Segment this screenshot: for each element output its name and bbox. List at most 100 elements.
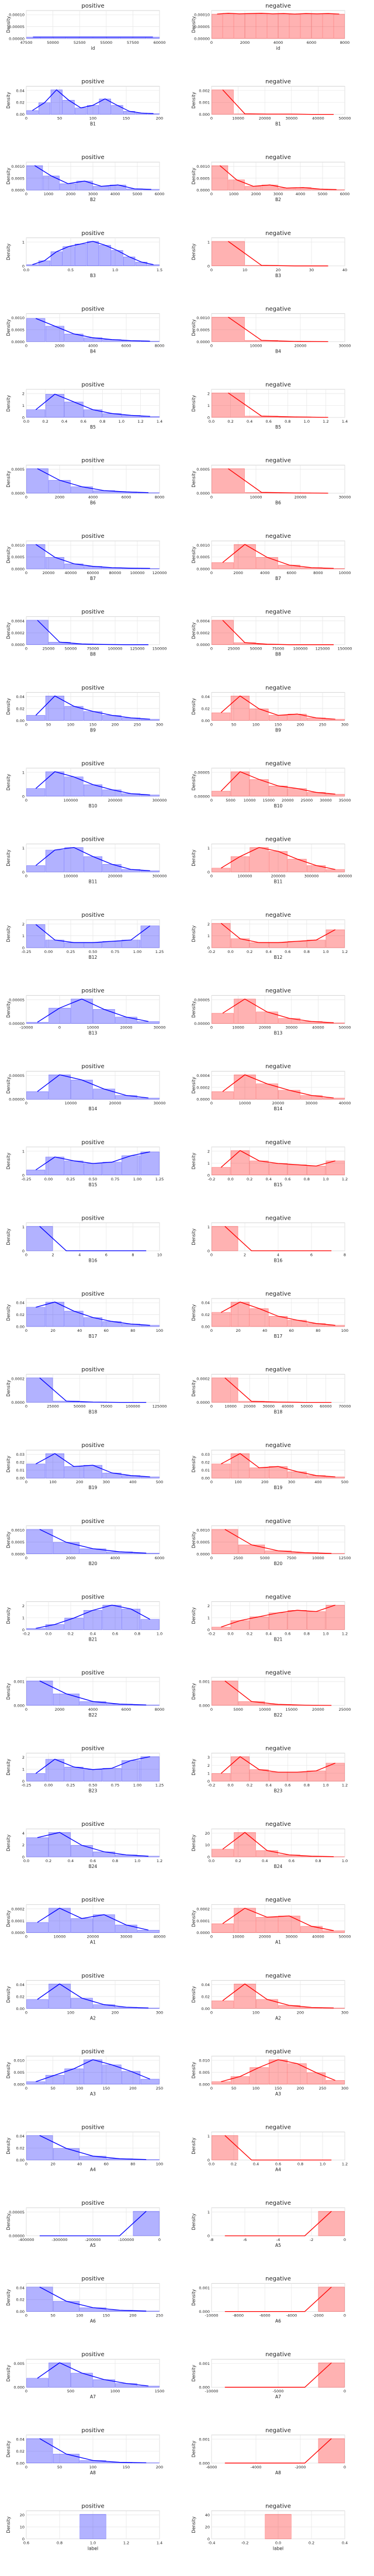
x-axis-label: B20 bbox=[274, 1561, 283, 1566]
x-tick-label: 0.0 bbox=[227, 1783, 233, 1788]
x-axis-label: B4 bbox=[275, 348, 281, 354]
histogram-bar bbox=[50, 251, 63, 267]
chart-panel-negative-b21: negative -0.2 0.0 0.2 0.4 0.6 0.8 1.0 1.2 0 1 2 B21 D… bbox=[191, 1594, 348, 1642]
y-tick-label: 0.00000 bbox=[194, 794, 210, 799]
kde-line bbox=[35, 1756, 150, 1774]
x-tick-label: 0 bbox=[210, 1328, 213, 1333]
kde-line bbox=[35, 771, 150, 796]
kde-line bbox=[220, 1756, 335, 1774]
histogram-bar bbox=[26, 1628, 46, 1630]
panel-title: negative bbox=[265, 912, 291, 918]
x-tick-label: 0 bbox=[25, 343, 27, 348]
x-tick-label: 0 bbox=[210, 1404, 213, 1409]
y-tick-label: 1 bbox=[22, 1767, 25, 1772]
y-axis-label: Density bbox=[191, 1759, 196, 1776]
x-tick-label: 0.4 bbox=[68, 1859, 74, 1863]
x-axis-label: B9 bbox=[90, 727, 96, 733]
x-tick-label: 100000 bbox=[238, 873, 252, 878]
histogram-bar bbox=[83, 1465, 103, 1479]
x-tick-label: 200 bbox=[112, 2010, 119, 2015]
histogram-bar bbox=[83, 1769, 103, 1781]
y-tick-label: 0.0000 bbox=[196, 188, 210, 193]
y-tick-label: 0 bbox=[207, 2234, 210, 2239]
x-tick-label: 1.0 bbox=[323, 949, 328, 954]
y-tick-label: 0.0005 bbox=[196, 467, 210, 472]
histogram-bar bbox=[323, 1930, 345, 1933]
panel-title: negative bbox=[265, 1821, 291, 1828]
x-tick-label: 75000 bbox=[87, 647, 99, 651]
histogram-bar bbox=[26, 1463, 46, 1479]
kde-line bbox=[37, 2362, 149, 2387]
x-tick-label: 2000 bbox=[55, 495, 65, 500]
histogram-bar bbox=[137, 1856, 160, 1857]
histogram-bar bbox=[83, 1163, 103, 1176]
x-tick-label: 10000 bbox=[232, 1935, 244, 1939]
y-axis-label: Density bbox=[6, 319, 11, 336]
x-tick-label: 50 bbox=[50, 2313, 55, 2318]
x-tick-label: 6000 bbox=[307, 40, 317, 45]
panel-title: negative bbox=[265, 836, 291, 842]
y-tick-label: 0.005 bbox=[199, 2070, 210, 2075]
x-tick-label: 100000 bbox=[108, 647, 123, 651]
x-tick-label: 80 bbox=[130, 1328, 135, 1333]
y-tick-label: 0.0000 bbox=[11, 643, 25, 647]
x-tick-label: 30000 bbox=[120, 1935, 133, 1939]
plot-area bbox=[26, 237, 160, 267]
panel-title: negative bbox=[265, 1670, 291, 1676]
y-tick-label: 0 bbox=[207, 1855, 210, 1860]
x-tick-label: -2000 bbox=[295, 2465, 306, 2470]
kde-line bbox=[222, 1832, 334, 1857]
chart-panel-positive-b17: positive 0 20 40 60 80 100 0.00 0.02 0.04 B17 Densi… bbox=[6, 1291, 163, 1339]
histogram-bar bbox=[268, 2059, 288, 2085]
panel-title: negative bbox=[265, 1973, 291, 1979]
y-tick-label: 0.00010 bbox=[194, 13, 210, 18]
y-tick-label: 0.0002 bbox=[196, 1085, 210, 1090]
chart-panel-negative-b13: negative 0 10000 20000 30000 40000 50000 0.0000… bbox=[191, 988, 351, 1036]
histogram-bar bbox=[45, 1624, 64, 1630]
x-tick-label: -100000 bbox=[118, 2237, 134, 2242]
histogram-bar bbox=[45, 696, 64, 721]
x-tick-label: 4 bbox=[78, 1252, 81, 1257]
histogram-bar bbox=[256, 1011, 278, 1024]
y-tick-label: 0.04 bbox=[16, 695, 25, 699]
y-tick-label: 0.00 bbox=[16, 1325, 25, 1330]
x-tick-label: 1.2 bbox=[123, 2540, 129, 2545]
x-tick-label: 40000 bbox=[312, 116, 324, 121]
x-tick-label: 6000 bbox=[122, 495, 131, 500]
x-tick-label: 8000 bbox=[340, 40, 350, 45]
chart-panel-negative-a8: negative -6000 -4000 -2000 0 0.000 0.001 A8 Dens… bbox=[191, 2427, 346, 2475]
chart-panel-positive-a3: positive 0 50 100 150 200 250 0.000 0.005 0.010 A3… bbox=[6, 2049, 163, 2097]
kde-line bbox=[228, 241, 328, 267]
x-tick-label: 2000 bbox=[251, 192, 261, 196]
y-tick-label: 0.0000 bbox=[196, 1097, 210, 1102]
histogram-bar bbox=[102, 941, 122, 948]
x-tick-label: 47500 bbox=[20, 40, 33, 45]
x-axis-label: B8 bbox=[275, 652, 281, 657]
x-axis-label: B10 bbox=[274, 803, 283, 809]
x-axis-label: B15 bbox=[274, 1182, 283, 1187]
kde-line bbox=[220, 695, 335, 720]
kde-line bbox=[36, 1301, 150, 1326]
x-tick-label: 200 bbox=[297, 2086, 304, 2091]
chart-panel-positive-b6: positive 0 2000 4000 6000 8000 0.0000 0.0005 B6 D… bbox=[6, 458, 164, 506]
panel-title: positive bbox=[81, 1367, 104, 1373]
y-tick-label: 0.00 bbox=[16, 719, 25, 723]
histogram-bar bbox=[268, 715, 288, 721]
x-tick-label: -0.2 bbox=[241, 2540, 249, 2545]
histogram-bar bbox=[288, 1772, 307, 1781]
y-tick-label: 0.0004 bbox=[196, 1073, 210, 1078]
plot-area bbox=[26, 2132, 160, 2160]
histogram-bar bbox=[212, 241, 245, 267]
y-tick-label: 1 bbox=[207, 403, 210, 408]
plot-area bbox=[211, 1677, 345, 1706]
x-axis-label: B18 bbox=[89, 1410, 98, 1415]
histogram-bar bbox=[49, 1007, 71, 1024]
x-tick-label: 1000 bbox=[110, 2389, 120, 2394]
y-tick-label: 40 bbox=[205, 2513, 210, 2518]
panel-title: positive bbox=[81, 2351, 104, 2358]
y-axis-label: Density bbox=[191, 1076, 196, 1093]
y-tick-label: 0.000 bbox=[13, 1703, 25, 1708]
x-tick-label: 250 bbox=[319, 722, 326, 727]
histogram-bar bbox=[45, 850, 64, 872]
